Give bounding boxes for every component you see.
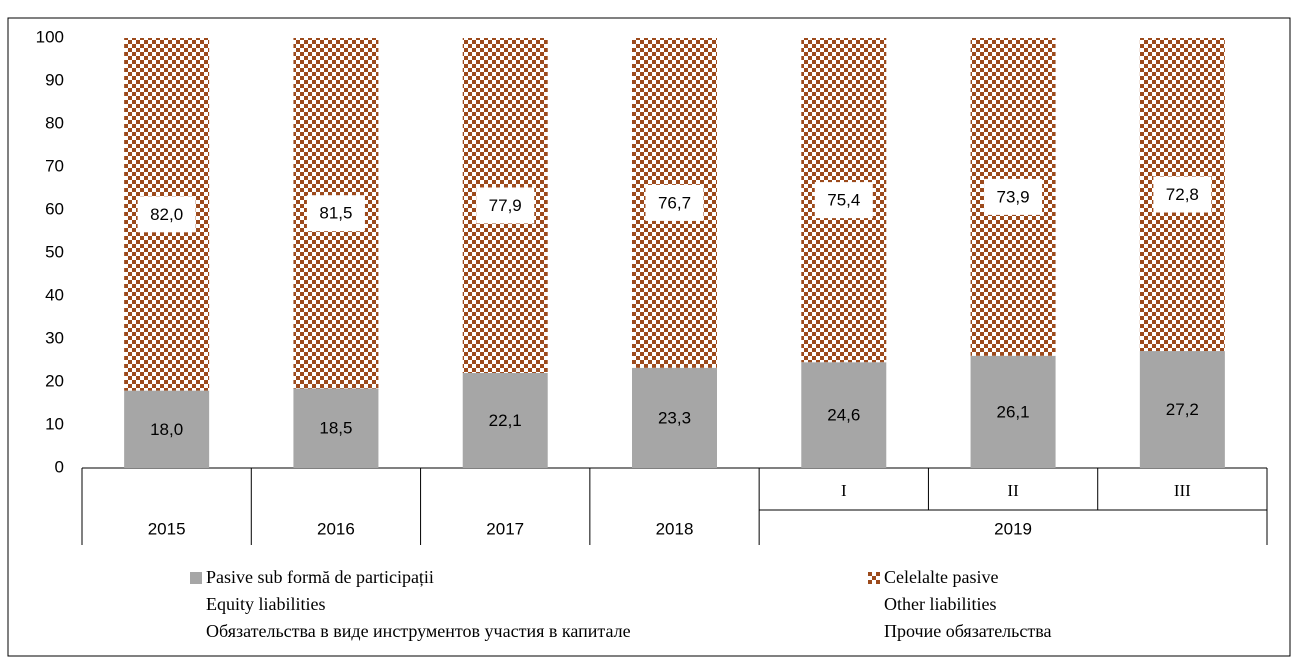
bar-segment: [293, 388, 379, 468]
y-tick-label: 10: [45, 414, 64, 433]
y-tick-label: 40: [45, 285, 64, 304]
label-box: [645, 184, 704, 221]
bar-segment: [462, 372, 548, 468]
legend-label: Equity liabilities: [206, 594, 326, 614]
bar-segment: [1139, 351, 1225, 468]
data-label: 82,0: [150, 205, 183, 224]
y-tick-label: 90: [45, 70, 64, 89]
y-tick-label: 100: [36, 27, 64, 46]
y-tick-label: 60: [45, 199, 64, 218]
data-label: 23,3: [658, 408, 691, 427]
data-label: 73,9: [997, 187, 1030, 206]
x-tick-label: III: [1174, 481, 1191, 500]
y-tick-label: 0: [55, 457, 64, 476]
data-label: 75,4: [827, 191, 860, 210]
data-label: 18,5: [319, 419, 352, 438]
label-box: [476, 187, 535, 224]
label-box: [137, 196, 196, 233]
label-box: [306, 195, 365, 232]
y-tick-label: 80: [45, 113, 64, 132]
data-label: 24,6: [827, 406, 860, 425]
data-label: 77,9: [489, 196, 522, 215]
legend-swatch: [190, 572, 202, 584]
legend-label: Celelalte pasive: [884, 567, 998, 587]
x-tick-label: II: [1007, 481, 1019, 500]
data-label: 72,8: [1166, 185, 1199, 204]
data-label: 81,5: [319, 204, 352, 223]
y-tick-label: 70: [45, 156, 64, 175]
bar-segment: [970, 355, 1056, 468]
x-tick-label: 2018: [656, 519, 694, 538]
data-label: 18,0: [150, 420, 183, 439]
label-box: [984, 178, 1043, 215]
data-label: 27,2: [1166, 400, 1199, 419]
legend-label: Прочие обязательства: [884, 621, 1051, 641]
legend-swatch: [868, 572, 880, 584]
data-label: 76,7: [658, 193, 691, 212]
frame: [7, 17, 1291, 657]
label-box: [814, 182, 873, 219]
y-tick-label: 30: [45, 328, 64, 347]
x-tick-label: 2015: [148, 519, 186, 538]
x-tick-label: 2017: [486, 519, 524, 538]
label-box: [1153, 176, 1212, 213]
legend-label: Other liabilities: [884, 594, 996, 614]
y-tick-label: 50: [45, 242, 64, 261]
legend-label: Pasive sub formă de participații: [206, 567, 434, 587]
x-tick-label: 2016: [317, 519, 355, 538]
bar-segment: [801, 362, 887, 468]
data-label: 26,1: [997, 402, 1030, 421]
group-label: 2019: [994, 519, 1032, 538]
bar-segment: [632, 367, 717, 468]
legend-label: Обязательства в виде инструментов участи…: [206, 621, 631, 641]
x-tick-label: I: [841, 481, 847, 500]
y-tick-label: 20: [45, 371, 64, 390]
bar-segment: [124, 390, 210, 468]
data-label: 22,1: [489, 411, 522, 430]
